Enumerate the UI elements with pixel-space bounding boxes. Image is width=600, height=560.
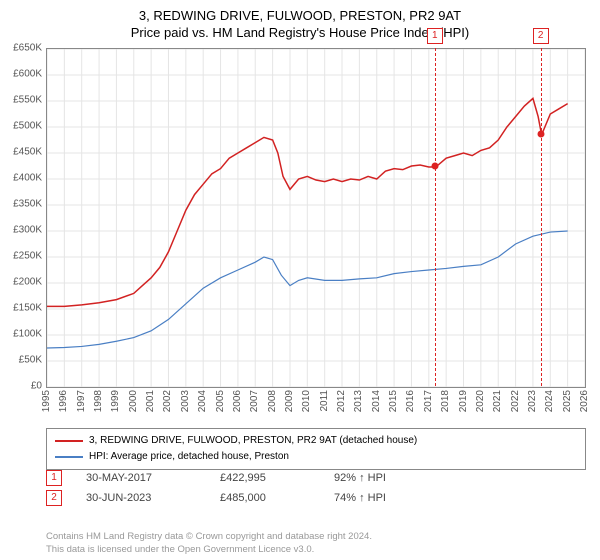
y-tick-label: £300K <box>2 225 42 236</box>
sale-row: 2 30-JUN-2023 £485,000 74% ↑ HPI <box>46 490 586 506</box>
x-tick-label: 1997 <box>76 390 87 412</box>
x-tick-label: 2009 <box>284 390 295 412</box>
x-tick-label: 2001 <box>145 390 156 412</box>
y-tick-label: £250K <box>2 251 42 262</box>
chart-legend: 3, REDWING DRIVE, FULWOOD, PRESTON, PR2 … <box>46 428 586 470</box>
x-tick-label: 2021 <box>492 390 503 412</box>
marker-dot <box>537 130 544 137</box>
y-tick-label: £500K <box>2 121 42 132</box>
x-tick-label: 2004 <box>197 390 208 412</box>
legend-item: 3, REDWING DRIVE, FULWOOD, PRESTON, PR2 … <box>55 433 577 449</box>
y-tick-label: £100K <box>2 329 42 340</box>
x-tick-label: 2011 <box>319 390 330 412</box>
x-tick-label: 1995 <box>41 390 52 412</box>
y-tick-label: £550K <box>2 95 42 106</box>
marker-label: 1 <box>427 28 443 44</box>
chart-title: 3, REDWING DRIVE, FULWOOD, PRESTON, PR2 … <box>0 0 600 42</box>
x-tick-label: 2026 <box>579 390 590 412</box>
x-tick-label: 2022 <box>510 390 521 412</box>
x-tick-label: 1998 <box>93 390 104 412</box>
x-tick-label: 2005 <box>215 390 226 412</box>
x-tick-label: 2008 <box>267 390 278 412</box>
x-tick-label: 2018 <box>440 390 451 412</box>
legend-label: HPI: Average price, detached house, Pres… <box>89 449 289 465</box>
sale-hpi: 74% ↑ HPI <box>334 492 386 504</box>
chart-container: 3, REDWING DRIVE, FULWOOD, PRESTON, PR2 … <box>0 0 600 560</box>
chart-svg <box>47 49 585 387</box>
y-tick-label: £0 <box>2 381 42 392</box>
sale-row: 1 30-MAY-2017 £422,995 92% ↑ HPI <box>46 470 586 486</box>
x-tick-label: 2006 <box>232 390 243 412</box>
x-tick-label: 2024 <box>544 390 555 412</box>
sale-hpi: 92% ↑ HPI <box>334 472 386 484</box>
sales-list: 1 30-MAY-2017 £422,995 92% ↑ HPI 2 30-JUN-202… <box>46 470 586 510</box>
y-tick-label: £150K <box>2 303 42 314</box>
sale-date: 30-JUN-2023 <box>86 492 196 504</box>
x-tick-label: 2000 <box>128 390 139 412</box>
chart-plot-area <box>46 48 586 388</box>
marker-label: 2 <box>533 28 549 44</box>
sale-marker: 2 <box>46 490 62 506</box>
y-tick-label: £400K <box>2 173 42 184</box>
title-line-2: Price paid vs. HM Land Registry's House … <box>0 25 600 42</box>
footer-line-1: Contains HM Land Registry data © Crown c… <box>46 531 372 543</box>
x-tick-label: 2019 <box>458 390 469 412</box>
y-tick-label: £50K <box>2 355 42 366</box>
legend-item: HPI: Average price, detached house, Pres… <box>55 449 577 465</box>
x-tick-label: 2012 <box>336 390 347 412</box>
sale-price: £485,000 <box>220 492 310 504</box>
x-tick-label: 2014 <box>371 390 382 412</box>
y-tick-label: £450K <box>2 147 42 158</box>
sale-date: 30-MAY-2017 <box>86 472 196 484</box>
x-tick-label: 2016 <box>405 390 416 412</box>
x-tick-label: 2003 <box>180 390 191 412</box>
x-tick-label: 1999 <box>110 390 121 412</box>
y-tick-label: £350K <box>2 199 42 210</box>
marker-dot <box>431 163 438 170</box>
sale-marker: 1 <box>46 470 62 486</box>
y-tick-label: £600K <box>2 69 42 80</box>
title-line-1: 3, REDWING DRIVE, FULWOOD, PRESTON, PR2 … <box>0 8 600 25</box>
legend-swatch <box>55 456 83 458</box>
sale-price: £422,995 <box>220 472 310 484</box>
x-tick-label: 1996 <box>58 390 69 412</box>
x-tick-label: 2013 <box>353 390 364 412</box>
x-tick-label: 2025 <box>562 390 573 412</box>
x-tick-label: 2015 <box>388 390 399 412</box>
marker-vline <box>541 48 542 386</box>
x-tick-label: 2020 <box>475 390 486 412</box>
legend-label: 3, REDWING DRIVE, FULWOOD, PRESTON, PR2 … <box>89 433 417 449</box>
chart-footer: Contains HM Land Registry data © Crown c… <box>46 531 372 556</box>
y-tick-label: £650K <box>2 43 42 54</box>
x-tick-label: 2002 <box>162 390 173 412</box>
legend-swatch <box>55 440 83 442</box>
x-tick-label: 2017 <box>423 390 434 412</box>
x-tick-label: 2010 <box>301 390 312 412</box>
y-tick-label: £200K <box>2 277 42 288</box>
x-tick-label: 2007 <box>249 390 260 412</box>
footer-line-2: This data is licensed under the Open Gov… <box>46 544 372 556</box>
marker-vline <box>435 48 436 386</box>
x-tick-label: 2023 <box>527 390 538 412</box>
